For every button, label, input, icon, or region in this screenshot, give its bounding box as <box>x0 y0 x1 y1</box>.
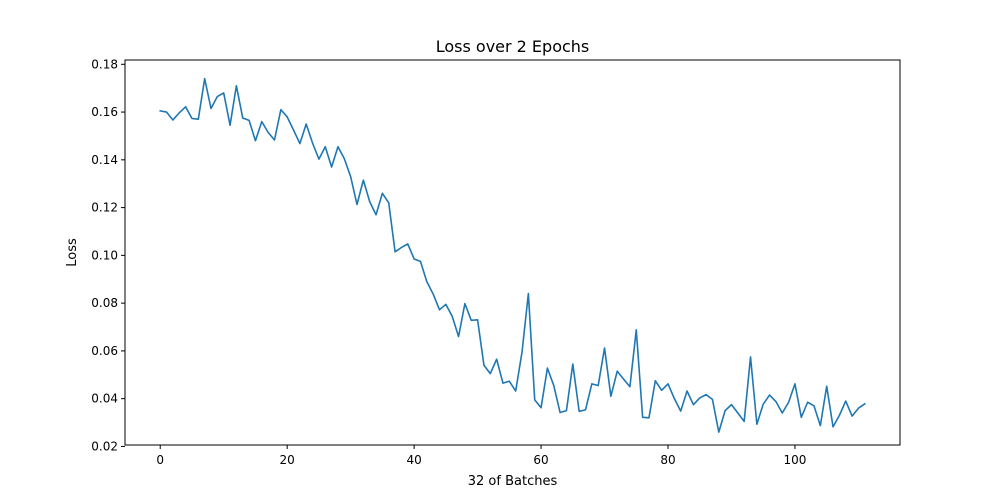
y-tick-label: 0.04 <box>91 392 118 406</box>
y-tick-label: 0.02 <box>91 439 118 453</box>
y-tick-label: 0.06 <box>91 344 118 358</box>
y-axis-label: Loss <box>65 238 80 267</box>
x-tick-label: 100 <box>783 453 806 467</box>
chart-title: Loss over 2 Epochs <box>436 37 590 56</box>
y-tick-label: 0.08 <box>91 296 118 310</box>
y-tick-label: 0.14 <box>91 153 118 167</box>
x-axis-ticks: 0 20 40 60 80 100 <box>156 445 806 467</box>
x-tick-label: 40 <box>406 453 421 467</box>
x-axis-label: 32 of Batches <box>468 474 558 489</box>
y-tick-label: 0.12 <box>91 201 118 215</box>
axes-frame <box>124 59 901 446</box>
plot-area <box>159 77 866 433</box>
loss-series-line <box>159 77 866 433</box>
x-tick-label: 20 <box>280 453 295 467</box>
x-tick-label: 0 <box>156 453 164 467</box>
y-tick-label: 0.10 <box>91 248 118 262</box>
x-tick-label: 80 <box>660 453 675 467</box>
x-tick-label: 60 <box>533 453 548 467</box>
y-tick-label: 0.16 <box>91 105 118 119</box>
y-tick-label: 0.18 <box>91 57 118 71</box>
y-axis-ticks: 0.02 0.04 0.06 0.08 0.10 0.12 0.14 0.16 0.18 <box>91 57 125 453</box>
